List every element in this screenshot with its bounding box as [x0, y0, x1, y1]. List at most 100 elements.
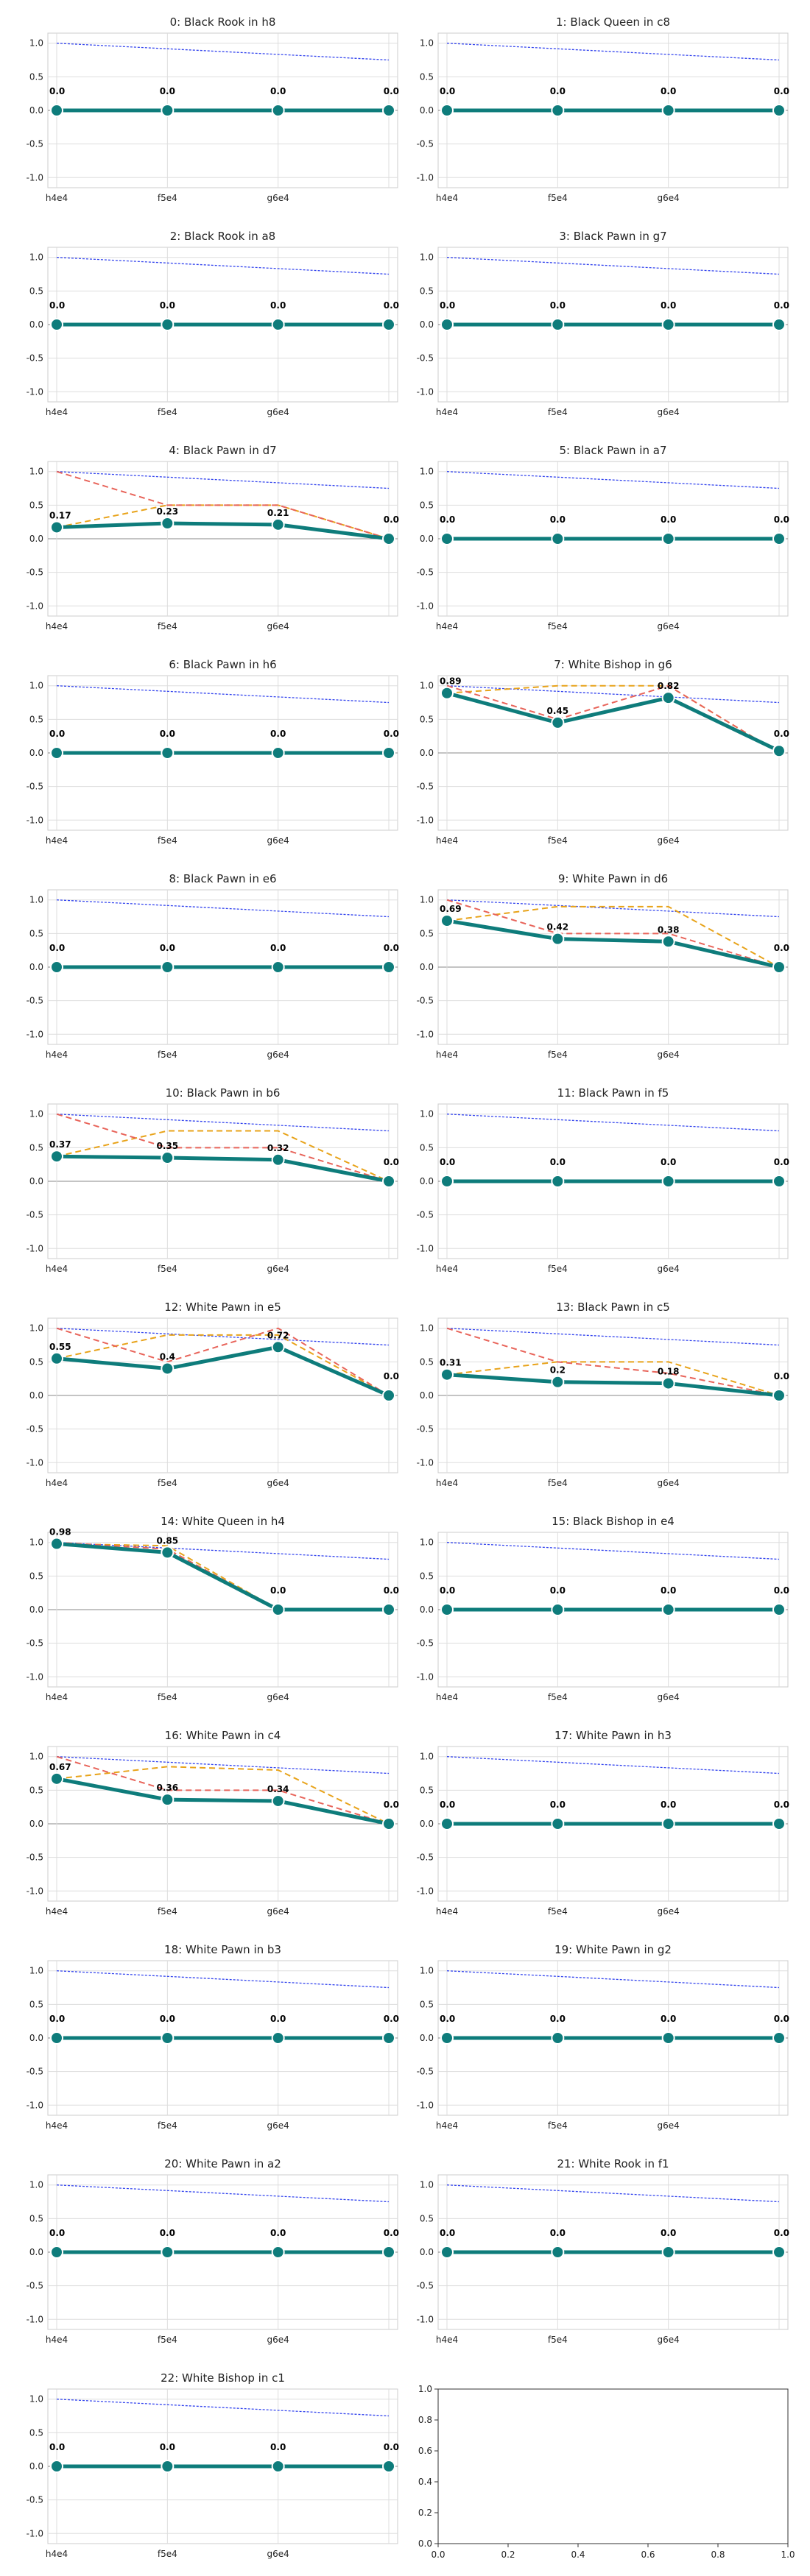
subplot-title: 13: Black Pawn in c5	[556, 1301, 670, 1314]
data-label: 0.0	[440, 514, 455, 525]
data-label: 0.0	[774, 514, 789, 525]
y-tick-label: 1.0	[29, 1538, 43, 1548]
y-tick-label: -1.0	[27, 1886, 43, 1896]
y-tick-label: -0.5	[27, 1638, 43, 1649]
y-tick-label: 0.5	[420, 1571, 434, 1581]
y-tick-label: -1.0	[27, 172, 43, 183]
x-tick-label: h4e4	[46, 1478, 68, 1488]
y-tick-label: 1.0	[420, 2180, 434, 2190]
data-point	[440, 532, 454, 545]
subplot-11: 11: Black Pawn in f5 1.0 0.5 0.0 -0.5 -1.0 h4e…	[417, 1086, 789, 1274]
data-point	[271, 2460, 285, 2473]
x-tick-label: f5e4	[548, 2120, 568, 2131]
data-label: 0.36	[157, 1783, 179, 1793]
series-a-line	[446, 684, 780, 754]
x-tick-label: g6e4	[658, 193, 680, 203]
data-label: 0.67	[49, 1762, 71, 1772]
data-label: 0.0	[270, 2228, 286, 2238]
data-point	[50, 2031, 63, 2045]
subplot-title: 1: Black Queen in c8	[556, 15, 670, 29]
y-tick-label: 1.0	[420, 1966, 434, 1976]
y-tick-label: -0.5	[417, 782, 434, 792]
data-label: 0.0	[550, 1800, 566, 1810]
y-tick-label: -1.0	[27, 815, 43, 825]
data-label: 0.0	[384, 300, 399, 311]
subplot-0: 0: Black Rook in h8 1.0 0.5 0.0 -0.5 -1.0h4e4…	[27, 15, 399, 203]
y-tick-label: 0.0	[29, 319, 43, 330]
data-label: 0.0	[440, 2228, 455, 2238]
data-label: 0.0	[270, 1585, 286, 1596]
y-tick-label: -0.5	[27, 2495, 43, 2505]
data-point	[50, 1351, 63, 1365]
reference-line	[446, 1114, 780, 1132]
y-tick-label: -1.0	[417, 2314, 434, 2324]
subplot-15: 15: Black Bishop in e4 1.0 0.5 0.0 -0.5 -1.0h…	[417, 1515, 789, 1702]
y-tick-label: 0.5	[29, 714, 43, 724]
x-tick-label: g6e4	[267, 1906, 289, 1917]
data-point	[440, 1817, 454, 1830]
y-tick-label: 0.0	[29, 1176, 43, 1186]
x-tick-label: f5e4	[548, 1692, 568, 1702]
subplot-title: 20: White Pawn in a2	[164, 2157, 281, 2170]
y-tick-label: 0.5	[29, 71, 43, 82]
data-point	[161, 517, 175, 530]
x-tick-label: h4e4	[46, 835, 68, 846]
y-tick-label: -0.5	[27, 353, 43, 364]
subplot-title: 10: Black Pawn in b6	[166, 1086, 281, 1100]
x-tick-label: f5e4	[158, 1264, 177, 1274]
data-point	[161, 1793, 175, 1807]
x-tick-label: f5e4	[548, 193, 568, 203]
data-point	[772, 960, 786, 974]
data-label: 0.0	[384, 514, 399, 525]
subplot-title: 19: White Pawn in g2	[554, 1943, 672, 1956]
data-label: 0.98	[49, 1527, 71, 1538]
data-point	[551, 1817, 565, 1830]
data-point	[50, 1150, 63, 1164]
y-tick-label: -0.5	[417, 353, 434, 364]
data-label: 0.0	[774, 300, 789, 311]
data-point	[551, 2246, 565, 2259]
x-tick-label: h4e4	[46, 407, 68, 417]
y-tick-label: 0.5	[420, 71, 434, 82]
data-point	[50, 960, 63, 974]
data-label: 0.0	[550, 1585, 566, 1596]
subplot-title: 21: White Rook in f1	[557, 2157, 669, 2170]
reference-line	[56, 1970, 390, 1989]
data-point	[551, 532, 565, 545]
y-tick-label: 0.0	[29, 1604, 43, 1615]
x-tick-label: g6e4	[267, 2549, 289, 2559]
data-point	[551, 1375, 565, 1389]
subplot-18: 18: White Pawn in b3 1.0 0.5 0.0 -0.5 -1.0h4e…	[27, 1943, 399, 2131]
data-label: 0.0	[440, 1157, 455, 1167]
y-tick-label: -0.5	[27, 1424, 43, 1434]
data-point	[551, 932, 565, 946]
y-tick-label: -0.5	[417, 2281, 434, 2291]
y-tick-label: 1.0	[29, 681, 43, 691]
y-tick-label: -1.0	[417, 601, 434, 611]
data-label: 0.55	[49, 1342, 71, 1352]
x-tick-label: f5e4	[158, 1050, 177, 1060]
data-label: 0.0	[270, 943, 286, 953]
series-a-line	[56, 1766, 390, 1825]
y-tick-label: 1.0	[29, 467, 43, 477]
data-label: 0.0	[160, 86, 175, 96]
data-label: 0.0	[661, 514, 676, 525]
data-label: 0.0	[774, 1157, 789, 1167]
x-tick-label: g6e4	[658, 1478, 680, 1488]
data-point	[661, 2031, 675, 2045]
data-label: 0.82	[658, 681, 680, 691]
data-label: 0.0	[384, 1157, 399, 1167]
data-point	[772, 1817, 786, 1830]
data-label: 0.0	[384, 1371, 399, 1381]
y-tick-label: -1.0	[417, 1243, 434, 1253]
data-label: 0.0	[661, 2228, 676, 2238]
data-label: 0.0	[270, 2442, 286, 2452]
data-label: 0.69	[440, 904, 462, 914]
subplot-17: 17: White Pawn in h3 1.0 0.5 0.0 -0.5 -1.0h4e…	[417, 1729, 789, 1917]
data-point	[661, 1175, 675, 1188]
data-label: 0.0	[384, 943, 399, 953]
y-tick-label: 1.0	[29, 2394, 43, 2405]
subplot-title: 6: Black Pawn in h6	[169, 658, 276, 671]
x-tick-label: g6e4	[267, 1264, 289, 1274]
